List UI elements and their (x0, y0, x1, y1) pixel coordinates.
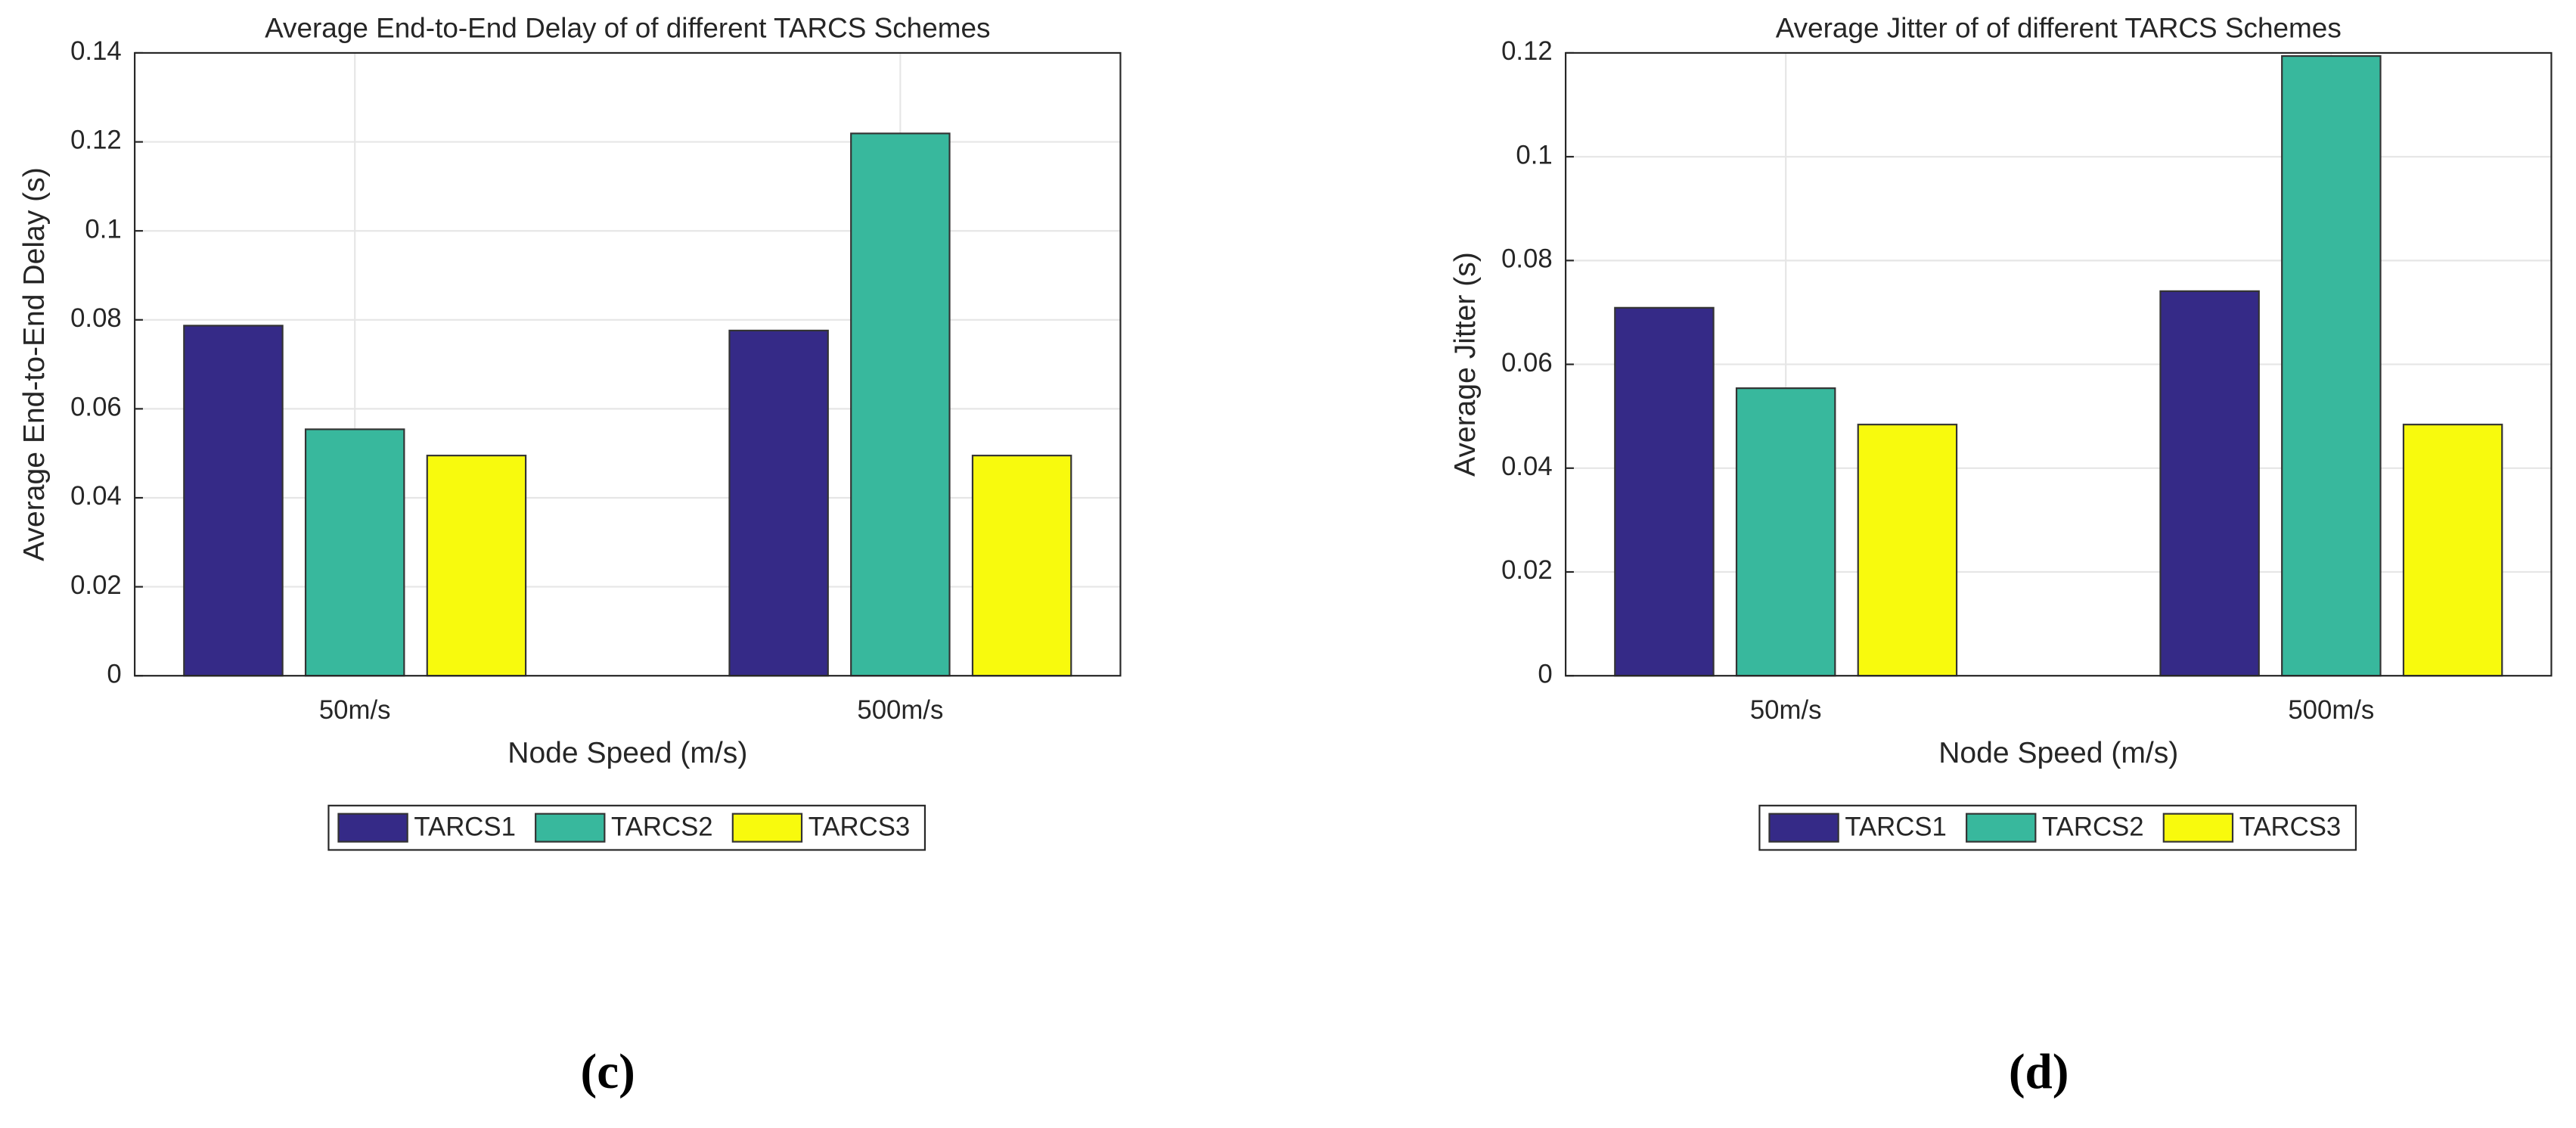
bar (426, 455, 527, 677)
legend-swatch (1966, 813, 2037, 843)
plot-area (135, 52, 1121, 676)
chart-title: Average End-to-End Delay of of different… (265, 12, 990, 43)
caption: (d) (2009, 1045, 2069, 1099)
y-tick-label: 0.1 (1516, 141, 1552, 169)
bar (2402, 424, 2503, 677)
y-tick-label: 0.12 (70, 126, 122, 155)
chart: 0 0.02 0.04 0.06 0.08 0.1 0.12 50m/s 500m/s Avera… (1449, 12, 2553, 1099)
bar (1857, 424, 1958, 677)
y-tick-label: 0.04 (70, 482, 122, 511)
x-axis-label: Node Speed (m/s) (1938, 737, 2178, 769)
legend-label: TARCS2 (611, 813, 713, 841)
legend-swatch (337, 813, 408, 843)
legend-label: TARCS3 (808, 813, 911, 841)
bar (183, 325, 284, 677)
y-tick-label: 0.02 (70, 571, 122, 600)
bar (971, 455, 1072, 677)
bar (304, 428, 405, 677)
y-tick-label: 0.06 (1501, 349, 1553, 378)
y-tick-label: 0.08 (70, 304, 122, 333)
legend-swatch (535, 813, 606, 843)
bar (2281, 54, 2382, 677)
bar (728, 329, 829, 677)
bar (1735, 387, 1836, 677)
caption: (c) (581, 1045, 635, 1099)
y-tick-label: 0.08 (1501, 245, 1553, 274)
y-tick-label: 0.12 (1501, 37, 1553, 66)
legend-label: TARCS2 (2042, 813, 2144, 841)
legend-swatch (2162, 813, 2234, 843)
y-tick-label: 0.06 (70, 393, 122, 422)
y-axis-label: Average Jitter (s) (1449, 252, 1482, 477)
legend-label: TARCS3 (2239, 813, 2342, 841)
x-axis-label: Node Speed (m/s) (507, 737, 747, 769)
y-axis-label: Average End-to-End Delay (s) (18, 167, 51, 561)
x-tick-label: 500m/s (857, 696, 943, 725)
x-tick-label: 50m/s (1750, 696, 1822, 725)
axes-box (134, 51, 1122, 677)
axes-box (1565, 51, 2553, 677)
y-tick-label: 0.02 (1501, 556, 1553, 585)
bar (2159, 290, 2260, 677)
y-tick-label: 0.14 (70, 37, 122, 66)
legend: TARCS1 TARCS2 TARCS3 (327, 804, 926, 851)
y-tick-label: 0.1 (85, 215, 121, 244)
x-tick-label: 500m/s (2288, 696, 2374, 725)
chart: 0 0.02 0.04 0.06 0.08 0.1 0.12 0.14 50m/s 500m/s A… (18, 12, 1122, 1099)
legend-label: TARCS1 (1845, 813, 1947, 841)
x-tick-label: 50m/s (319, 696, 391, 725)
legend-swatch (1768, 813, 1839, 843)
legend-box (327, 804, 926, 851)
y-tick-label: 0 (1538, 660, 1552, 688)
legend: TARCS1 TARCS2 TARCS3 (1758, 804, 2357, 851)
legend-swatch (731, 813, 803, 843)
bar (850, 132, 951, 677)
y-tick-label: 0 (107, 660, 121, 688)
bar (1614, 306, 1715, 677)
legend-box (1758, 804, 2357, 851)
y-tick-label: 0.04 (1501, 452, 1553, 481)
chart-title: Average Jitter of of different TARCS Sch… (1776, 12, 2342, 43)
legend-label: TARCS1 (414, 813, 516, 841)
